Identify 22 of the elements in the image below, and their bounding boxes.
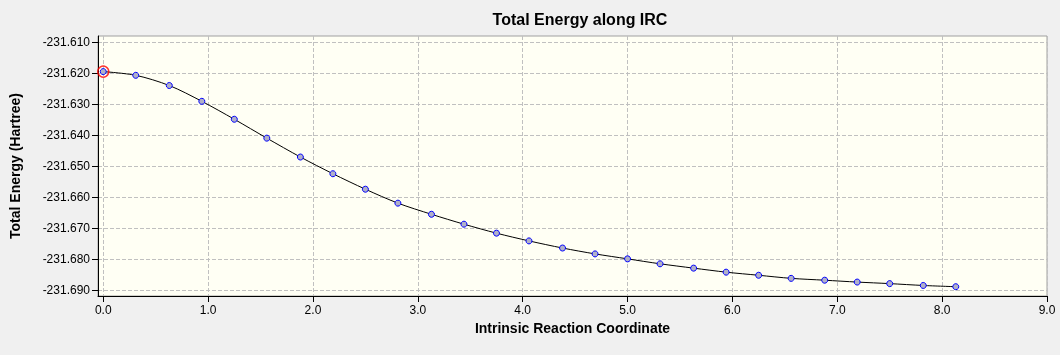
y-tick-label: -231.640	[42, 128, 91, 143]
x-tick-label: 1.0	[199, 303, 217, 317]
y-tick-label: -231.670	[42, 220, 91, 235]
x-tick-label: 4.0	[514, 303, 532, 317]
y-tick-label: -231.650	[42, 159, 91, 173]
x-tick-label: 8.0	[933, 303, 951, 317]
x-tick-label: 5.0	[619, 303, 637, 317]
y-tick-label: -231.610	[42, 35, 91, 50]
y-tick-label: -231.630	[42, 97, 91, 112]
x-tick-label: 2.0	[304, 303, 322, 317]
y-tick-label: -231.620	[42, 66, 91, 81]
x-tick-label: 7.0	[828, 303, 846, 317]
x-tick-label: 3.0	[409, 303, 427, 317]
y-tick-label: -231.680	[42, 251, 91, 266]
chart-title: Total Energy along IRC	[492, 10, 668, 28]
x-axis-title: Intrinsic Reaction Coordinate	[474, 319, 671, 336]
x-tick-label: 0.0	[94, 303, 112, 317]
x-tick-label: 6.0	[724, 303, 742, 317]
y-tick-label: -231.660	[42, 189, 91, 204]
x-tick-label: 9.0	[1038, 303, 1056, 317]
y-axis-title: Total Energy (Hartree)	[7, 93, 23, 239]
y-tick-label: -231.690	[42, 282, 91, 297]
